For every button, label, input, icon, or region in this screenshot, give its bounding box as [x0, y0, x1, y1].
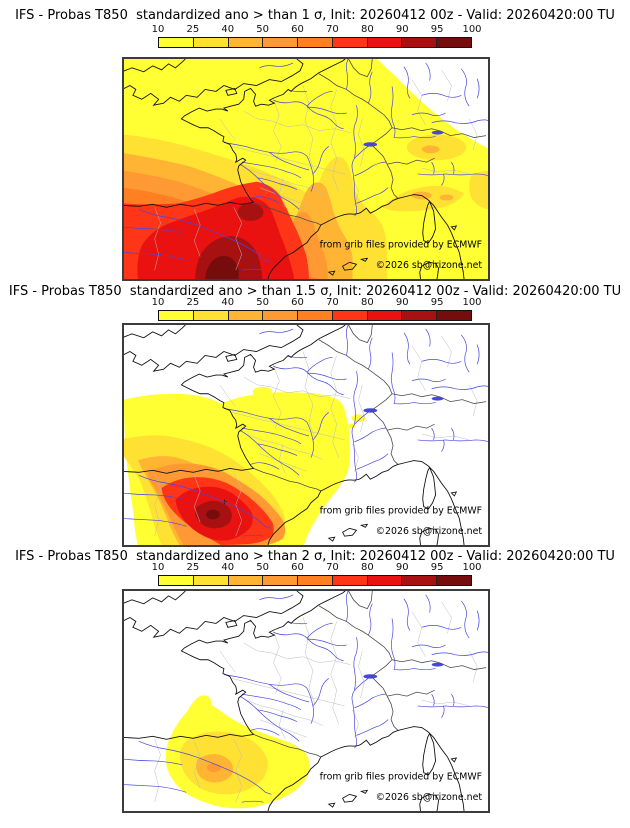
colorbar-tick-label: 25 [186, 562, 200, 573]
colorbar-segment [262, 311, 298, 320]
colorbar-tick-label: 50 [256, 24, 270, 35]
colorbar-tick-label: 40 [221, 562, 235, 573]
colorbar-segment [227, 38, 263, 47]
attribution-line-2: ©2026 sb@irizone.net [376, 792, 483, 803]
colorbar-tick-label: 70 [326, 297, 339, 308]
colorbar-segment [159, 311, 193, 320]
colorbar-tick-label: 90 [395, 24, 409, 35]
map-prob-gt-1sigma: from grib files provided by ECMWF ©2026 … [122, 57, 490, 281]
attribution-line-2: ©2026 sb@irizone.net [376, 526, 483, 537]
colorbar-tick-labels: 10 25 40 50 60 70 80 90 95 100 [152, 562, 482, 574]
attribution-line-1: from grib files provided by ECMWF [320, 506, 482, 517]
attribution-line-1: from grib files provided by ECMWF [320, 772, 482, 783]
colorbar-segment [192, 576, 228, 585]
attribution-line-2: ©2026 sb@irizone.net [376, 260, 483, 271]
colorbar-segment [262, 576, 298, 585]
colorbar-tick-label: 95 [430, 297, 444, 308]
panel-title: IFS - Probas T850 standardized ano > tha… [15, 549, 615, 564]
colorbar-tick-label: 70 [326, 562, 339, 573]
colorbar-tick-label: 60 [291, 24, 304, 35]
colorbar-tick-label: 10 [151, 24, 165, 35]
colorbar-segment [436, 38, 472, 47]
map-prob-gt-1p5sigma: from grib files provided by ECMWF ©2026 … [122, 323, 490, 547]
panel-title: IFS - Probas T850 standardized ano > tha… [15, 8, 615, 23]
colorbar-tick-label: 10 [151, 562, 165, 573]
colorbar-segment [436, 576, 472, 585]
attribution-line-1: from grib files provided by ECMWF [320, 240, 482, 251]
colorbar-tick-label: 10 [151, 297, 165, 308]
colorbar-segment [262, 38, 298, 47]
colorbar-tick-label: 90 [395, 297, 409, 308]
colorbar-tick-labels: 10 25 40 50 60 70 80 90 95 100 [152, 297, 482, 309]
panel-title: IFS - Probas T850 standardized ano > tha… [8, 284, 622, 299]
colorbar-tick-label: 60 [291, 562, 304, 573]
colorbar-tick-label: 95 [430, 24, 444, 35]
colorbar-segment [192, 311, 228, 320]
colorbar-tick-label: 40 [221, 297, 235, 308]
colorbar-tick-label: 50 [256, 297, 270, 308]
colorbar-segment [297, 576, 332, 585]
colorbar-segment [159, 576, 193, 585]
colorbar-tick-label: 80 [360, 562, 374, 573]
colorbar-tick-label: 70 [326, 24, 339, 35]
colorbar-tick-label: 50 [256, 562, 270, 573]
colorbar-tick-label: 100 [462, 297, 482, 308]
colorbar-tick-label: 100 [462, 562, 482, 573]
colorbar-segment [366, 38, 402, 47]
colorbar-segment [331, 576, 367, 585]
colorbar-segment [401, 311, 437, 320]
colorbar-segment [297, 311, 332, 320]
probability-fill-layer [124, 59, 488, 279]
colorbar-segment [297, 38, 332, 47]
colorbar-tick-labels: 10 25 40 50 60 70 80 90 95 100 [152, 24, 482, 36]
colorbar-segment [192, 38, 228, 47]
colorbar-tick-label: 60 [291, 297, 304, 308]
colorbar-segment [436, 311, 472, 320]
colorbar-segment [366, 576, 402, 585]
colorbar-segment [401, 38, 437, 47]
colorbar-segment [401, 576, 437, 585]
colorbar-segment [227, 311, 263, 320]
colorbar [158, 37, 472, 48]
colorbar-tick-label: 80 [360, 297, 374, 308]
colorbar-tick-label: 25 [186, 24, 200, 35]
colorbar-segment [366, 311, 402, 320]
max-marker [221, 499, 227, 505]
map-prob-gt-2sigma: from grib files provided by ECMWF ©2026 … [122, 589, 490, 813]
colorbar-tick-label: 25 [186, 297, 200, 308]
colorbar-tick-label: 95 [430, 562, 444, 573]
colorbar [158, 575, 472, 586]
colorbar [158, 310, 472, 321]
colorbar-tick-label: 90 [395, 562, 409, 573]
colorbar-segment [227, 576, 263, 585]
colorbar-tick-label: 40 [221, 24, 235, 35]
colorbar-segment [159, 38, 193, 47]
colorbar-segment [331, 311, 367, 320]
probability-fill-layer [165, 695, 310, 809]
probability-fill-layer [124, 386, 366, 545]
colorbar-tick-label: 100 [462, 24, 482, 35]
colorbar-tick-label: 80 [360, 24, 374, 35]
colorbar-segment [331, 38, 367, 47]
